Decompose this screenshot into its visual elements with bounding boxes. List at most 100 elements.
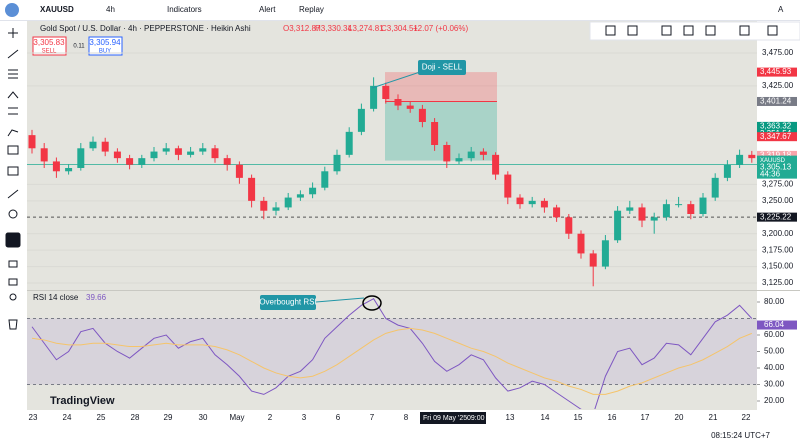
candle-body: [455, 158, 463, 162]
x-tick-label: 2: [268, 413, 273, 422]
candle-body: [272, 207, 280, 211]
tool[interactable]: [605, 25, 616, 36]
buy-button[interactable]: [88, 36, 123, 56]
sell-button[interactable]: [32, 36, 67, 56]
candle-body: [418, 108, 426, 122]
candle-body: [479, 151, 487, 155]
candle-body: [675, 204, 683, 206]
x-tick-label: 28: [131, 413, 140, 422]
tool[interactable]: [739, 25, 750, 36]
y-tick-label: 3,200.00: [762, 229, 794, 238]
ohlc-close: C3,304.51: [381, 24, 418, 33]
magnet-tool[interactable]: [5, 232, 21, 248]
bottom-bar: [0, 425, 800, 444]
tool[interactable]: [705, 25, 716, 36]
x-tick-label: 13: [506, 413, 515, 422]
y-tick-label: 3,475.00: [762, 48, 794, 57]
rsi-line: [31, 327, 752, 395]
x-tick-label: 21: [709, 413, 718, 422]
highlight-circle: [362, 295, 382, 311]
y-tick-label: 3,425.00: [762, 81, 794, 90]
tool[interactable]: [767, 25, 778, 36]
candle-body: [150, 151, 158, 159]
visibility-tool[interactable]: [9, 293, 17, 301]
indicators-btn[interactable]: Indicators: [167, 5, 202, 14]
callout: [418, 60, 466, 75]
candle-body: [540, 200, 548, 208]
cross-tool[interactable]: [8, 28, 18, 38]
rsi-tick-label: 20.00: [764, 396, 785, 405]
account[interactable]: A: [778, 5, 784, 14]
alert-btn[interactable]: Alert: [259, 5, 276, 14]
crosshair-date: [420, 412, 486, 424]
x-tick-label: 6: [336, 413, 341, 422]
trash-tool[interactable]: [8, 319, 18, 330]
lock-all-tool[interactable]: [8, 278, 18, 286]
zoom-tool[interactable]: [8, 209, 18, 219]
y-tick-label: 3,250.00: [762, 196, 794, 205]
price-tag: [757, 212, 797, 222]
sell-label: SELL: [42, 49, 57, 55]
x-tick-label: 15: [574, 413, 583, 422]
x-tick-label: 8: [404, 413, 409, 422]
y-tick-label: 3,125.00: [762, 278, 794, 287]
current-symbol: XAUUSD: [760, 158, 786, 164]
ruler-tool[interactable]: [7, 189, 19, 199]
rsi-tag: [757, 320, 797, 330]
line-tool[interactable]: [7, 49, 19, 59]
candle-body: [650, 217, 658, 221]
interval[interactable]: 4h: [106, 5, 115, 14]
symbol[interactable]: XAUUSD: [40, 5, 74, 14]
brush-tool[interactable]: [7, 129, 19, 137]
candle-body: [723, 164, 731, 178]
candle-body: [296, 194, 304, 198]
candle-body: [638, 207, 646, 221]
ohlc-high: H3,330.34: [315, 24, 352, 33]
candle-body: [394, 99, 402, 106]
x-tick-label: 22: [742, 413, 751, 422]
x-tick-label: 30: [199, 413, 208, 422]
drawing-toolbar-icons: [605, 25, 778, 36]
price-tag-label: 3,445.93: [760, 67, 792, 76]
candle-body: [589, 253, 597, 267]
tool[interactable]: [661, 25, 672, 36]
callout-arrow: [371, 71, 421, 89]
lock-tool[interactable]: [8, 260, 18, 268]
candle-body: [101, 141, 109, 152]
projection-tool[interactable]: [8, 107, 18, 115]
rsi-title: RSI 14 close: [33, 293, 79, 302]
tool[interactable]: [683, 25, 694, 36]
chart-title: Gold Spot / U.S. Dollar · 4h · PEPPERSTO…: [40, 24, 251, 33]
candle-body: [467, 151, 475, 159]
x-tick-label: 7: [370, 413, 375, 422]
candle-body: [138, 158, 146, 165]
x-tick-label: 17: [641, 413, 650, 422]
candle-body: [28, 135, 36, 149]
candle-body: [748, 154, 756, 159]
text-tool[interactable]: [7, 145, 19, 155]
pattern-tool[interactable]: [7, 91, 19, 99]
candle-body: [345, 131, 353, 155]
candle-body: [431, 122, 439, 145]
rsi-tick-label: 80.00: [764, 297, 785, 306]
rsi-tag-label: 66.04: [764, 320, 785, 329]
fib-tool[interactable]: [8, 69, 18, 79]
x-tick-label: 25: [97, 413, 106, 422]
tool[interactable]: [627, 25, 638, 36]
candle-body: [89, 141, 97, 149]
rsi-tick-label: 50.00: [764, 347, 785, 356]
candle-body: [77, 148, 85, 168]
candle-body: [321, 171, 329, 188]
price-tag-label: 3,401.24: [760, 97, 792, 106]
callout: [260, 295, 316, 310]
avatar[interactable]: [5, 3, 19, 17]
price-tag: [757, 67, 797, 77]
y-tick-label: 3,175.00: [762, 245, 794, 254]
replay-btn[interactable]: Replay: [299, 5, 324, 14]
price-tag: [757, 121, 797, 131]
icon-tool[interactable]: [7, 166, 19, 176]
crosshair-date-text: Fri 09 May '25: [423, 415, 467, 422]
candle-body: [406, 105, 414, 109]
price-pane: [27, 52, 757, 287]
